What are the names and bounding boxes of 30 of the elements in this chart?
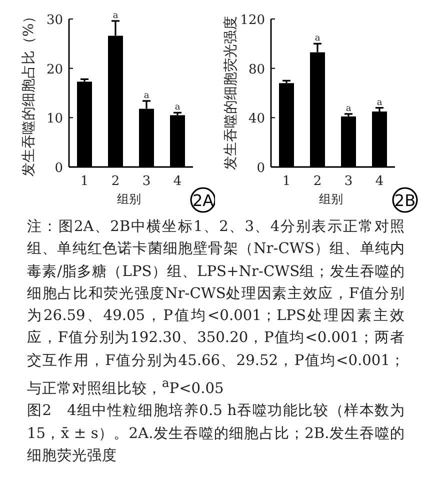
text: 2A: [192, 191, 214, 210]
y-axis-title: 发生吞噬的细胞荧光强度: [223, 16, 239, 170]
annotation: a: [112, 10, 119, 21]
y-tick-label: 20: [46, 62, 63, 78]
caption: 图2 4组中性粒细胞培养0.5 h吞噬功能比较（样本数为15，x̄ ± s）。2A.发生吞噬的细胞占比；2B.发生吞噬的细胞荧光强度: [27, 401, 405, 466]
x-tick-label: 2: [313, 174, 322, 189]
annotation: a: [144, 90, 150, 101]
y-tick-label: 0: [54, 161, 63, 176]
annotation: a: [346, 104, 352, 114]
annotation: a: [376, 98, 383, 108]
text: 2B: [394, 191, 416, 210]
x-tick-label: 4: [375, 174, 384, 189]
y-tick-label: 0: [256, 161, 265, 176]
y-tick-label: 80: [248, 62, 265, 78]
annotation: a: [174, 102, 181, 113]
x-tick-label: 3: [142, 174, 151, 189]
y-tick-label: 30: [46, 13, 63, 28]
x-tick-label: 1: [80, 174, 89, 189]
text: 注：图2A、2B中横坐标1、2、3、4分别表示正常对照组、单纯红色诺卡菌细胞壁骨架（Nr-CWS）组、单纯内毒素/脂多糖（LPS）组、LPS+Nr-CWS组；发生吞噬的细胞占比和荧光强度Nr-CWS处理因素主效应，F值分别为26.59、49.05，P值均<0.001；LPS处理因素主效应，F值分别为192.30、350.20，P值均<0.001；两者交互作用，F值分别为45.66、29.52，P值均<0.001；与正常对照组比较，$^{a}$P<0.05: [27, 218, 405, 397]
annotation: a: [314, 34, 321, 44]
y-tick-label: 120: [240, 13, 265, 28]
y-tick-label: 10: [46, 112, 63, 127]
x-tick-label: 4: [173, 174, 182, 189]
x-axis-title: 组别: [319, 192, 343, 206]
x-tick-label: 3: [344, 174, 353, 189]
x-tick-label: 1: [282, 174, 291, 189]
x-axis-title: 组别: [117, 192, 141, 206]
y-tick-label: 40: [248, 112, 265, 127]
y-axis-title: 发生吞噬的细胞占比（%）: [21, 9, 37, 177]
x-tick-label: 2: [111, 174, 120, 189]
